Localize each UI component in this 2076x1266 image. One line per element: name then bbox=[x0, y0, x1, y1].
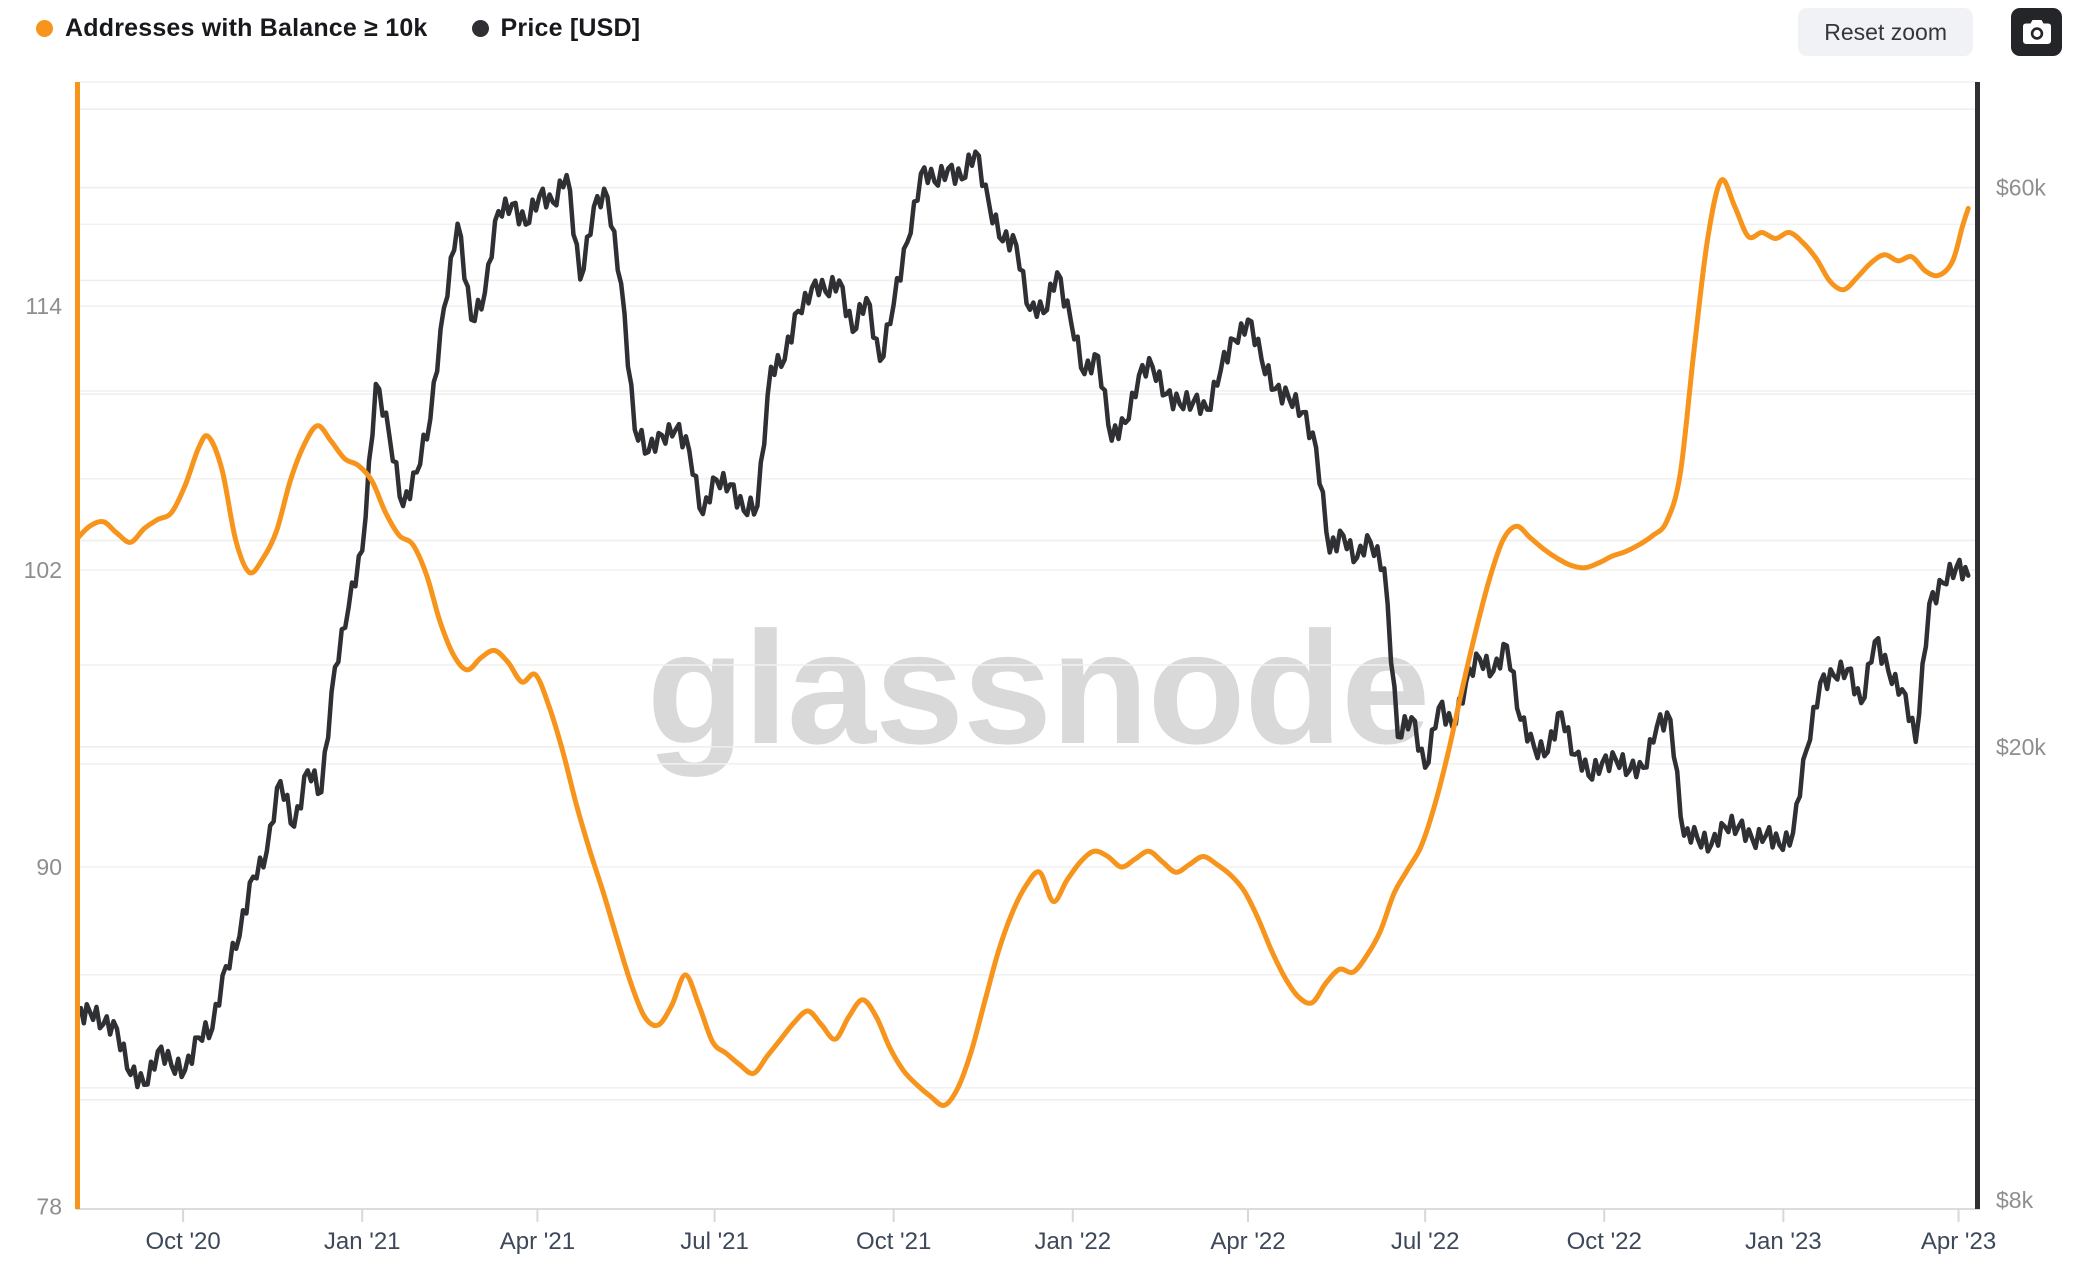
price-series-dot-icon bbox=[471, 20, 489, 37]
y-right-tick-label: $8k bbox=[1996, 1187, 2034, 1213]
addresses-series-dot-icon bbox=[36, 20, 53, 37]
x-axis-tick-label: Apr '21 bbox=[500, 1228, 575, 1255]
price-line bbox=[75, 149, 1971, 1090]
x-axis-tick-label: Jan '21 bbox=[324, 1228, 401, 1255]
legend-item-addresses[interactable]: Addresses with Balance ≥ 10k bbox=[36, 14, 428, 43]
addresses-line bbox=[75, 177, 1971, 1108]
y-left-tick-label: 90 bbox=[36, 854, 62, 880]
legend-label-price: Price [USD] bbox=[500, 14, 641, 42]
toolbar-controls: Reset zoom bbox=[1798, 8, 2062, 56]
x-axis-tick-label: Jan '23 bbox=[1745, 1228, 1822, 1255]
x-axis-tick-label: Oct '20 bbox=[145, 1228, 220, 1255]
y-left-tick-label: 102 bbox=[24, 557, 62, 583]
camera-icon bbox=[2022, 20, 2051, 44]
y-right-tick-label: $20k bbox=[1996, 734, 2046, 760]
x-axis-tick-label: Oct '22 bbox=[1567, 1228, 1642, 1255]
legend: Addresses with Balance ≥ 10k Price [USD] bbox=[36, 14, 640, 43]
x-axis-tick-label: Jul '22 bbox=[1391, 1228, 1460, 1255]
x-axis-tick-label: Jul '21 bbox=[680, 1228, 749, 1255]
x-axis-tick-label: Apr '22 bbox=[1210, 1228, 1285, 1255]
y-left-tick-label: 114 bbox=[25, 293, 62, 319]
y-left-tick-label: 78 bbox=[36, 1193, 62, 1219]
camera-button[interactable] bbox=[2011, 8, 2062, 56]
y-right-tick-label: $60k bbox=[1996, 175, 2046, 201]
x-axis-tick-label: Oct '21 bbox=[856, 1228, 931, 1255]
x-axis-tick-label: Apr '23 bbox=[1921, 1228, 1996, 1255]
legend-label-addresses: Addresses with Balance ≥ 10k bbox=[65, 14, 428, 42]
reset-zoom-button[interactable]: Reset zoom bbox=[1798, 8, 1973, 56]
x-axis-tick-label: Jan '22 bbox=[1034, 1228, 1111, 1255]
chart-toolbar: Addresses with Balance ≥ 10k Price [USD]… bbox=[0, 0, 2076, 70]
legend-item-price[interactable]: Price [USD] bbox=[471, 14, 641, 43]
